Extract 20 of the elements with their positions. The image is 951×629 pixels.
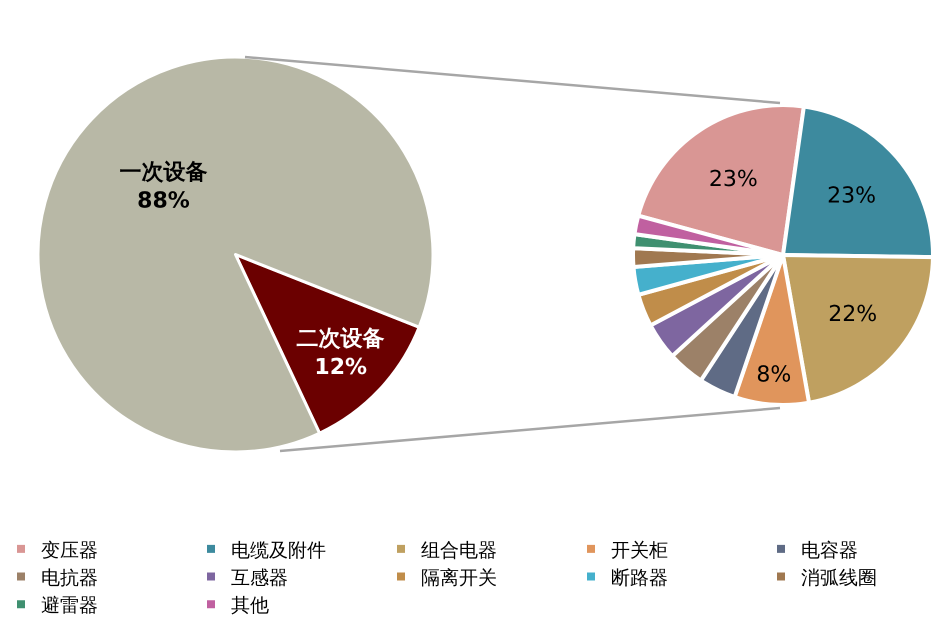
legend-label: 消弧线圈 <box>801 566 877 589</box>
data-label: 12% <box>314 355 368 380</box>
legend-label: 开关柜 <box>611 539 668 562</box>
legend-label: 互感器 <box>231 566 288 589</box>
legend-label: 电缆及附件 <box>231 539 326 562</box>
legend-label: 变压器 <box>41 539 98 562</box>
legend-label: 电容器 <box>801 539 858 562</box>
slice-label: 一次设备 <box>120 160 208 186</box>
legend-label: 断路器 <box>611 566 668 589</box>
legend-label: 电抗器 <box>41 566 98 589</box>
legend-label: 组合电器 <box>421 539 497 562</box>
data-label: 88% <box>137 188 190 214</box>
legend-label: 避雷器 <box>41 594 98 617</box>
data-label: 8% <box>756 362 792 388</box>
legend-label: 隔离开关 <box>421 566 497 589</box>
data-label: 23% <box>827 184 876 209</box>
data-label: 22% <box>828 302 878 327</box>
legend-label: 其他 <box>231 594 269 617</box>
slice-label: 二次设备 <box>296 326 385 352</box>
data-label: 23% <box>708 167 758 192</box>
